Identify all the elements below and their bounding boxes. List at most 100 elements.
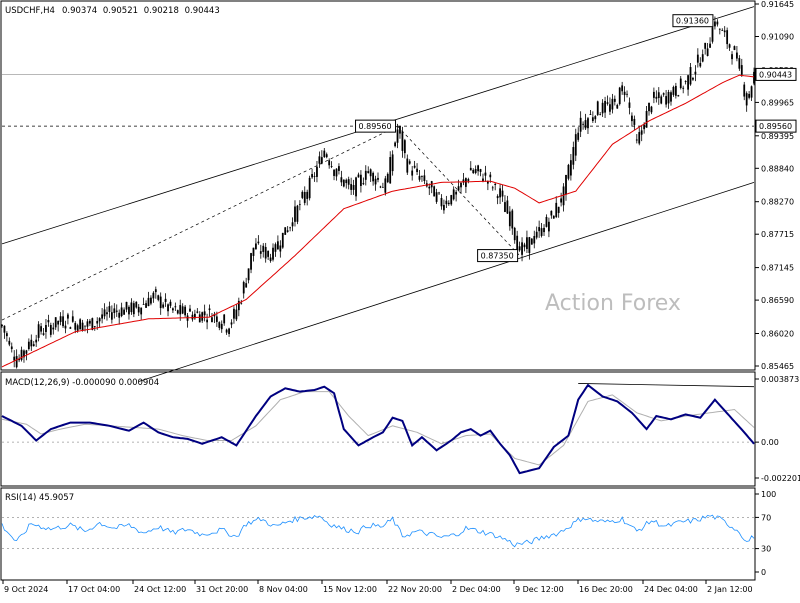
candle <box>245 277 248 288</box>
candle-body <box>154 289 157 293</box>
candle-body <box>45 325 47 332</box>
candle-body <box>616 104 619 109</box>
candle <box>406 154 409 175</box>
annotation-box <box>672 14 714 28</box>
candle <box>313 172 316 182</box>
candle-body <box>159 296 162 309</box>
candle <box>418 170 421 182</box>
candle <box>125 301 128 313</box>
candle-body <box>225 329 228 333</box>
candle-body <box>318 156 321 164</box>
candle-body <box>240 302 243 304</box>
candle <box>750 85 753 102</box>
candle <box>411 166 414 181</box>
annotation-label: 0.87350 <box>481 252 514 261</box>
candle <box>533 230 536 249</box>
candle-body <box>655 96 658 99</box>
price-tick-label: 0.91645 <box>761 0 794 9</box>
macd-tick-label: 0.00 <box>761 438 779 447</box>
candle <box>640 124 643 142</box>
candle <box>88 318 91 327</box>
candle-body <box>37 324 40 338</box>
candle <box>526 230 528 254</box>
candle <box>579 111 582 138</box>
candle <box>679 75 682 90</box>
candle-body <box>699 62 702 67</box>
candle <box>479 168 482 177</box>
candle <box>462 172 465 186</box>
candle <box>670 90 672 106</box>
candle-body <box>645 110 648 128</box>
candle <box>279 240 282 258</box>
macd-main-line <box>1 383 755 475</box>
candle-body <box>181 306 184 314</box>
candle <box>516 230 519 252</box>
candle-body <box>684 81 687 82</box>
candle-body <box>259 251 262 254</box>
candle <box>677 94 680 97</box>
candle <box>120 302 123 318</box>
candle <box>460 182 462 194</box>
candle <box>311 168 313 179</box>
candle <box>230 319 233 329</box>
candle <box>399 125 401 139</box>
candle <box>709 37 711 48</box>
candle-body <box>208 308 211 311</box>
candle-body <box>562 186 565 206</box>
candle <box>174 302 177 311</box>
candle-body <box>342 179 345 187</box>
candle <box>13 350 16 368</box>
candle <box>447 200 450 206</box>
candle <box>628 97 631 115</box>
dashed-trend-line <box>1 125 398 321</box>
candle-body <box>623 91 626 96</box>
price-tick-label: 0.88840 <box>761 164 794 173</box>
level-price-label: 0.89560 <box>755 119 797 133</box>
price-tick-label: 0.86020 <box>761 329 794 338</box>
candle-body <box>47 320 50 323</box>
candle <box>196 308 199 314</box>
candle <box>142 297 145 305</box>
candle <box>484 165 487 182</box>
candle <box>193 309 196 320</box>
candle-body <box>179 305 182 315</box>
candle <box>626 90 628 98</box>
candle <box>306 189 309 206</box>
candle-body <box>123 309 125 315</box>
candle <box>530 237 533 245</box>
candle-body <box>367 171 370 173</box>
candle <box>342 179 345 188</box>
candle-body <box>355 177 357 197</box>
time-tick-label: 9 Dec 12:00 <box>515 585 564 594</box>
candle-body <box>30 339 33 347</box>
candle-body <box>313 176 316 177</box>
macd-tick-label: 0.003873 <box>761 375 799 384</box>
candle-body <box>1 324 3 327</box>
candle-body <box>15 356 18 368</box>
candle <box>377 172 379 183</box>
candle-body <box>582 123 584 125</box>
candle <box>118 309 121 325</box>
candle <box>394 141 396 148</box>
candle-body <box>421 176 423 177</box>
candle <box>699 57 702 68</box>
time-tick-label: 22 Nov 20:00 <box>388 585 442 594</box>
candle-body <box>687 75 689 90</box>
candle-body <box>230 322 233 325</box>
candle <box>247 268 250 284</box>
candle <box>482 173 484 183</box>
candle-body <box>508 211 511 227</box>
rsi-tick-label: 100 <box>761 490 776 499</box>
candle <box>3 325 6 339</box>
candle <box>123 307 125 315</box>
candle <box>450 194 453 206</box>
candle-body <box>330 166 333 167</box>
candle-body <box>274 244 277 252</box>
candle <box>252 247 255 262</box>
candle-body <box>228 328 230 334</box>
candle <box>486 180 489 191</box>
candle-body <box>32 344 35 347</box>
candle <box>540 222 543 238</box>
candle-body <box>682 87 685 89</box>
